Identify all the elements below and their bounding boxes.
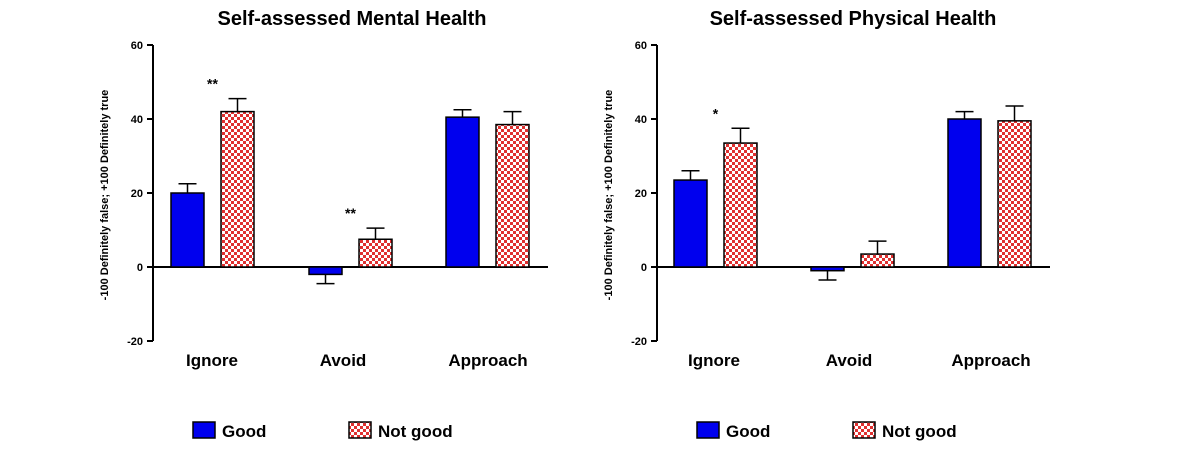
bar-good-ignore (170, 192, 205, 268)
y-tick-label: -20 (631, 336, 647, 348)
x-tick-label: Approach (951, 351, 1030, 370)
legend: Good Not good (192, 421, 453, 441)
legend-label-good: Good (222, 422, 266, 441)
x-tick-label: Approach (448, 351, 527, 370)
y-tick-label: 20 (635, 188, 647, 200)
y-tick-label: 60 (635, 40, 647, 52)
x-tick-label: Ignore (186, 351, 238, 370)
legend-label-good: Good (726, 422, 770, 441)
y-tick-label: 0 (137, 262, 143, 274)
y-axis-label: -100 Definitely false; +100 Definitely t… (99, 90, 111, 301)
bar-good-approach (445, 116, 480, 268)
chart-panel-2: Self-assessed Physical Health -100 Defini… (603, 8, 1050, 441)
legend-swatch-good (696, 421, 720, 439)
legend-label-not-good: Not good (378, 422, 453, 441)
x-tick-label: Avoid (320, 351, 367, 370)
y-tick-label: 40 (635, 114, 647, 126)
x-tick-label: Avoid (826, 351, 873, 370)
y-axis-label: -100 Definitely false; +100 Definitely t… (603, 90, 615, 301)
chart-title: Self-assessed Mental Health (218, 8, 487, 30)
y-tick-label: 60 (131, 40, 143, 52)
bar-not-good-ignore (723, 142, 758, 268)
bar-good-ignore (673, 179, 708, 268)
bar-not-good-approach (997, 120, 1032, 268)
bar-not-good-avoid (358, 238, 393, 268)
y-tick-label: 20 (131, 188, 143, 200)
legend: Good Not good (696, 421, 957, 441)
legend-label-not-good: Not good (882, 422, 957, 441)
x-tick-label: Ignore (688, 351, 740, 370)
legend-swatch-not-good (348, 421, 372, 439)
bar-good-avoid (810, 266, 845, 272)
bar-not-good-ignore (220, 110, 255, 268)
significance-marker: ** (207, 76, 218, 92)
y-tick-label: 0 (641, 262, 647, 274)
legend-swatch-good (192, 421, 216, 439)
significance-marker: ** (345, 205, 356, 221)
bar-good-approach (947, 118, 982, 268)
chart-panel-1: Self-assessed Mental Health -100 Definite… (99, 8, 548, 441)
chart-title: Self-assessed Physical Health (710, 8, 997, 30)
legend-swatch-not-good (852, 421, 876, 439)
bar-good-avoid (308, 266, 343, 276)
bar-not-good-approach (495, 123, 530, 268)
y-tick-label: 40 (131, 114, 143, 126)
y-tick-label: -20 (127, 336, 143, 348)
bar-not-good-avoid (860, 253, 895, 268)
significance-marker: * (713, 105, 719, 121)
